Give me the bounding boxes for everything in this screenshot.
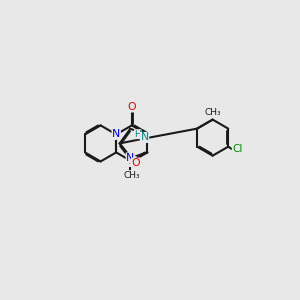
Text: Cl: Cl [232, 144, 243, 154]
Text: O: O [128, 102, 136, 112]
Text: N: N [140, 132, 149, 142]
Text: CH₃: CH₃ [123, 171, 140, 180]
Text: N: N [126, 153, 134, 163]
Text: N: N [128, 156, 136, 167]
Text: CH₃: CH₃ [204, 108, 221, 117]
Text: H: H [134, 130, 141, 139]
Text: O: O [131, 158, 140, 168]
Text: N: N [112, 129, 120, 140]
